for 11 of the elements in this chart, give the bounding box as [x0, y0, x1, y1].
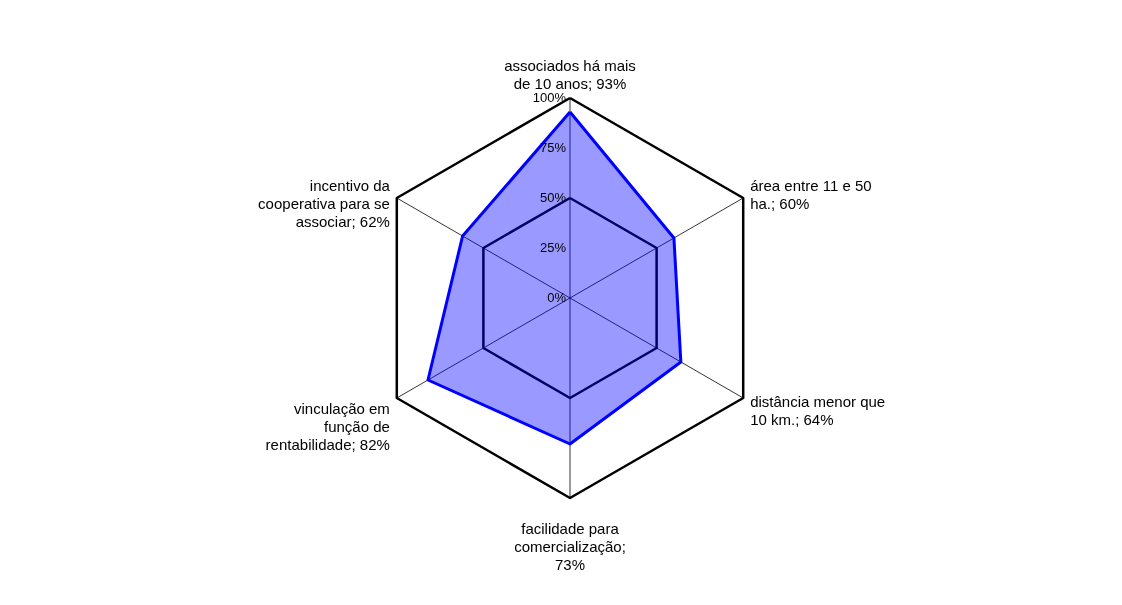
y-tick-label: 25%	[539, 240, 567, 255]
y-tick-label: 0%	[547, 290, 567, 305]
y-tick-label: 50%	[539, 190, 567, 205]
y-tick-label: 100%	[532, 90, 567, 105]
spoke-label: facilidade para comercialização; 73%	[514, 520, 626, 573]
spoke-label: associados há mais de 10 anos; 93%	[504, 57, 636, 92]
spoke-label: área entre 11 e 50 ha.; 60%	[750, 177, 872, 212]
spoke-label: incentivo da cooperativa para se associar; 62%	[258, 177, 391, 230]
spoke-label: vinculação em função de rentabilidade; 82%	[265, 400, 390, 453]
spoke-label: distância menor que 10 km.; 64%	[750, 393, 886, 428]
y-tick-label: 75%	[539, 140, 567, 155]
